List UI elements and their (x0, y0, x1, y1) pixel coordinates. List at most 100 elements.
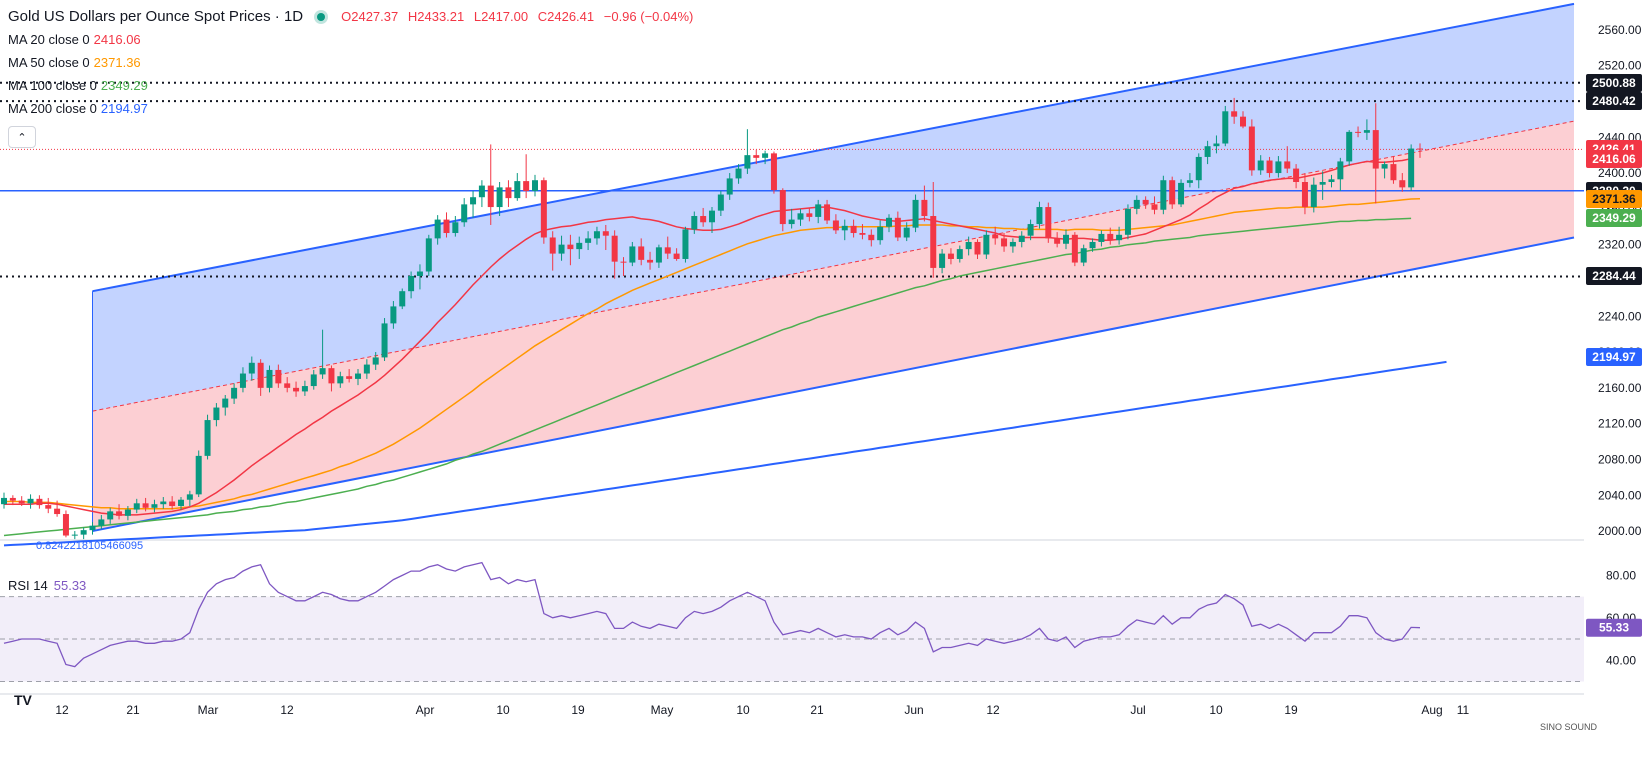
candle-body (151, 504, 158, 508)
ma50-line (4, 197, 1421, 510)
y-tick-label: 2560.00 (1598, 23, 1642, 37)
rsi-tick-label: 40.00 (1606, 653, 1636, 667)
y-tick-label: 2080.00 (1598, 452, 1642, 466)
candle-body (399, 291, 406, 307)
candle-body (1089, 241, 1096, 249)
candle-body (1390, 164, 1397, 181)
price-tag-5: 2371.36 (1586, 189, 1642, 208)
candle-body (496, 187, 503, 208)
x-tick-label: 10 (736, 703, 750, 717)
y-tick-label: 2040.00 (1598, 488, 1642, 502)
candle-body (1001, 238, 1008, 247)
candle-body (248, 362, 255, 374)
legend-ma50-label: MA 50 close 0 (8, 55, 90, 70)
candle-body (824, 204, 831, 221)
candle-body (355, 373, 361, 379)
candle-body (1248, 126, 1255, 171)
candle-body (1178, 182, 1185, 205)
candle-body (1346, 131, 1353, 162)
candle-body (169, 501, 176, 506)
candle-body (1363, 130, 1370, 133)
y-tick-label: 2320.00 (1598, 238, 1642, 252)
candle-body (9, 497, 16, 501)
candle-body (717, 194, 724, 211)
ma100-line (3, 217, 1412, 537)
candle-body (912, 199, 919, 228)
price-tag-0: 2500.88 (1586, 73, 1642, 92)
candle-body (691, 216, 698, 230)
candle-body (1027, 224, 1034, 236)
legend-ma100-label: MA 100 close 0 (8, 78, 97, 93)
watermark: SINO SOUND (1540, 722, 1598, 732)
ma200-line (3, 360, 1447, 547)
candle-body (523, 181, 530, 191)
x-tick-label: Apr (416, 703, 435, 717)
rsi-legend[interactable]: RSI 14 55.33 (8, 578, 86, 593)
candle-body (815, 204, 822, 217)
candle-body (124, 509, 131, 516)
candle-body (231, 387, 238, 399)
candle-body (886, 217, 892, 227)
channel-upper-line (92, 2, 1575, 293)
candle-body (363, 364, 370, 374)
candle-body (939, 253, 946, 268)
candle-body (434, 219, 441, 239)
candle-body (576, 242, 583, 250)
channel-ratio-label: 0.8242218105466095 (36, 540, 144, 552)
x-tick-label: 10 (1209, 703, 1223, 717)
price-tag-1: 2480.42 (1586, 92, 1642, 111)
candle-body (1399, 180, 1406, 188)
legend-ma20[interactable]: MA 20 close 0 2416.06 (8, 32, 141, 47)
legend-ma100[interactable]: MA 100 close 0 2349.29 (8, 78, 148, 93)
candle-body (478, 185, 485, 198)
candle-body (1417, 148, 1423, 150)
chart-title-row: Gold US Dollars per Ounce Spot Prices · … (8, 8, 699, 25)
candle-body (664, 247, 671, 254)
candle-body (239, 373, 246, 388)
candle-body (178, 499, 184, 506)
candle-body (806, 213, 813, 217)
candle-body (257, 362, 264, 388)
channel-lower-line (92, 236, 1575, 533)
candle-body (505, 187, 512, 199)
x-tick-label: Jul (1130, 703, 1145, 717)
chevron-up-icon: ⌃ (17, 131, 27, 144)
candle-body (1381, 164, 1388, 169)
chart-title: Gold US Dollars per Ounce Spot Prices · … (8, 8, 304, 25)
candle-body (372, 357, 379, 365)
legend-collapse-button[interactable]: ⌃ (8, 126, 36, 148)
x-tick-label: 11 (1457, 703, 1470, 717)
candle-body (974, 241, 981, 255)
candle-body (602, 231, 609, 236)
y-tick-label: 2400.00 (1598, 166, 1642, 180)
legend-ma50[interactable]: MA 50 close 0 2371.36 (8, 55, 141, 70)
legend-ma200[interactable]: MA 200 close 0 2194.97 (8, 101, 148, 116)
y-tick-label: 2520.00 (1598, 59, 1642, 73)
candle-body (1328, 179, 1335, 182)
candle-body (877, 226, 884, 241)
y-tick-label: 2240.00 (1598, 309, 1642, 323)
candle-body (337, 376, 344, 384)
candle-body (1310, 184, 1317, 208)
market-status-icon (317, 12, 326, 21)
candle-body (514, 181, 521, 199)
candle-body (1284, 161, 1291, 169)
candle-body (673, 253, 680, 259)
candle-body (160, 501, 167, 505)
ma20-line (4, 157, 1412, 516)
candle-body (540, 180, 547, 238)
candle-body (27, 498, 34, 504)
candle-body (1045, 207, 1052, 239)
change-value: −0.96 (−0.04%) (603, 9, 694, 24)
rsi-line (3, 561, 1421, 668)
y-tick-label: 2000.00 (1598, 524, 1642, 538)
candle-body (142, 503, 149, 508)
candle-body (753, 155, 760, 158)
candle-body (1231, 111, 1238, 117)
candle-body (611, 235, 618, 262)
candle-body (620, 261, 627, 263)
candle-body (1186, 180, 1193, 183)
candle-body (647, 259, 654, 263)
tradingview-logo: TV (14, 692, 32, 708)
